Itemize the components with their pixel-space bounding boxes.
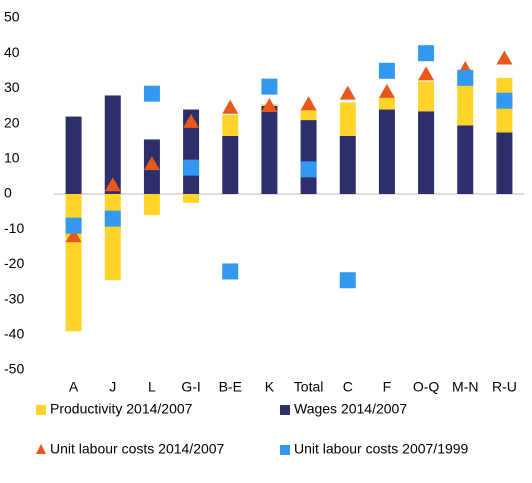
x-tick-label: F xyxy=(383,379,392,395)
bar-segment xyxy=(183,194,200,203)
bar-segment xyxy=(104,95,121,194)
square-marker xyxy=(496,92,513,109)
legend-label: Productivity 2014/2007 xyxy=(50,401,193,417)
x-tick-label: K xyxy=(265,379,275,395)
x-tick-label: O-Q xyxy=(413,379,440,395)
x-tick-label: J xyxy=(109,379,116,395)
x-tick-label: R-U xyxy=(492,379,517,395)
y-tick-label: -40 xyxy=(4,326,24,342)
bar-segment xyxy=(339,135,356,194)
legend-label: Unit labour costs 2014/2007 xyxy=(50,441,225,457)
bar-segment xyxy=(378,97,395,110)
bar-segment xyxy=(65,116,82,194)
triangle-marker xyxy=(222,99,239,114)
bar-segment xyxy=(496,132,513,194)
triangle-marker xyxy=(496,50,513,65)
x-tick-label: C xyxy=(343,379,353,395)
legend-swatch xyxy=(36,405,46,415)
y-tick-label: 0 xyxy=(4,185,12,201)
bar-segment xyxy=(418,111,435,194)
bar-segment xyxy=(300,109,317,121)
legend-label: Wages 2014/2007 xyxy=(294,401,407,417)
x-tick-label: M-N xyxy=(452,379,478,395)
bar-segment xyxy=(65,194,82,332)
bar-segment xyxy=(143,194,160,216)
triangle-marker xyxy=(261,98,278,112)
triangle-marker xyxy=(378,83,395,98)
bar-segment xyxy=(339,102,356,136)
y-tick-label: 20 xyxy=(4,114,20,130)
x-tick-label: G-I xyxy=(181,379,200,395)
triangle-marker xyxy=(300,96,317,111)
square-marker xyxy=(65,217,82,234)
triangle-marker xyxy=(339,85,356,100)
y-tick-label: 40 xyxy=(4,44,20,60)
square-marker xyxy=(143,85,160,102)
legend-swatch xyxy=(280,445,290,455)
square-marker xyxy=(418,45,435,62)
square-marker xyxy=(339,272,356,289)
square-marker xyxy=(104,210,121,227)
x-tick-label: B-E xyxy=(219,379,242,395)
x-tick-label: A xyxy=(69,379,79,395)
bar-segment xyxy=(261,106,278,194)
triangle-marker xyxy=(65,228,82,243)
square-marker xyxy=(457,69,474,86)
legend-swatch xyxy=(36,444,46,454)
bar-segment xyxy=(104,194,121,281)
legend-label: Unit labour costs 2007/1999 xyxy=(294,441,469,457)
square-marker xyxy=(378,62,395,79)
bar-segment xyxy=(457,125,474,194)
square-marker xyxy=(261,78,278,95)
y-tick-label: -50 xyxy=(4,361,24,377)
square-marker xyxy=(300,161,317,178)
triangle-marker xyxy=(418,66,435,81)
legend-swatch xyxy=(280,405,290,415)
y-tick-label: 10 xyxy=(4,150,20,166)
square-marker xyxy=(222,263,239,280)
bar-segment xyxy=(378,109,395,194)
bar-segment xyxy=(222,135,239,194)
x-tick-label: Total xyxy=(294,379,324,395)
x-tick-label: L xyxy=(148,379,156,395)
bar-segment xyxy=(418,81,435,112)
y-tick-label: 50 xyxy=(4,9,20,25)
bar-segment xyxy=(300,120,317,194)
triangle-marker xyxy=(143,156,160,171)
y-tick-label: 30 xyxy=(4,79,20,95)
bar-segment xyxy=(222,114,239,136)
triangle-marker xyxy=(183,113,200,128)
triangle-marker xyxy=(104,177,121,192)
y-tick-label: -10 xyxy=(4,220,24,236)
square-marker xyxy=(183,159,200,176)
y-tick-label: -20 xyxy=(4,255,24,271)
bar-segment xyxy=(457,76,474,126)
y-tick-label: -30 xyxy=(4,290,24,306)
